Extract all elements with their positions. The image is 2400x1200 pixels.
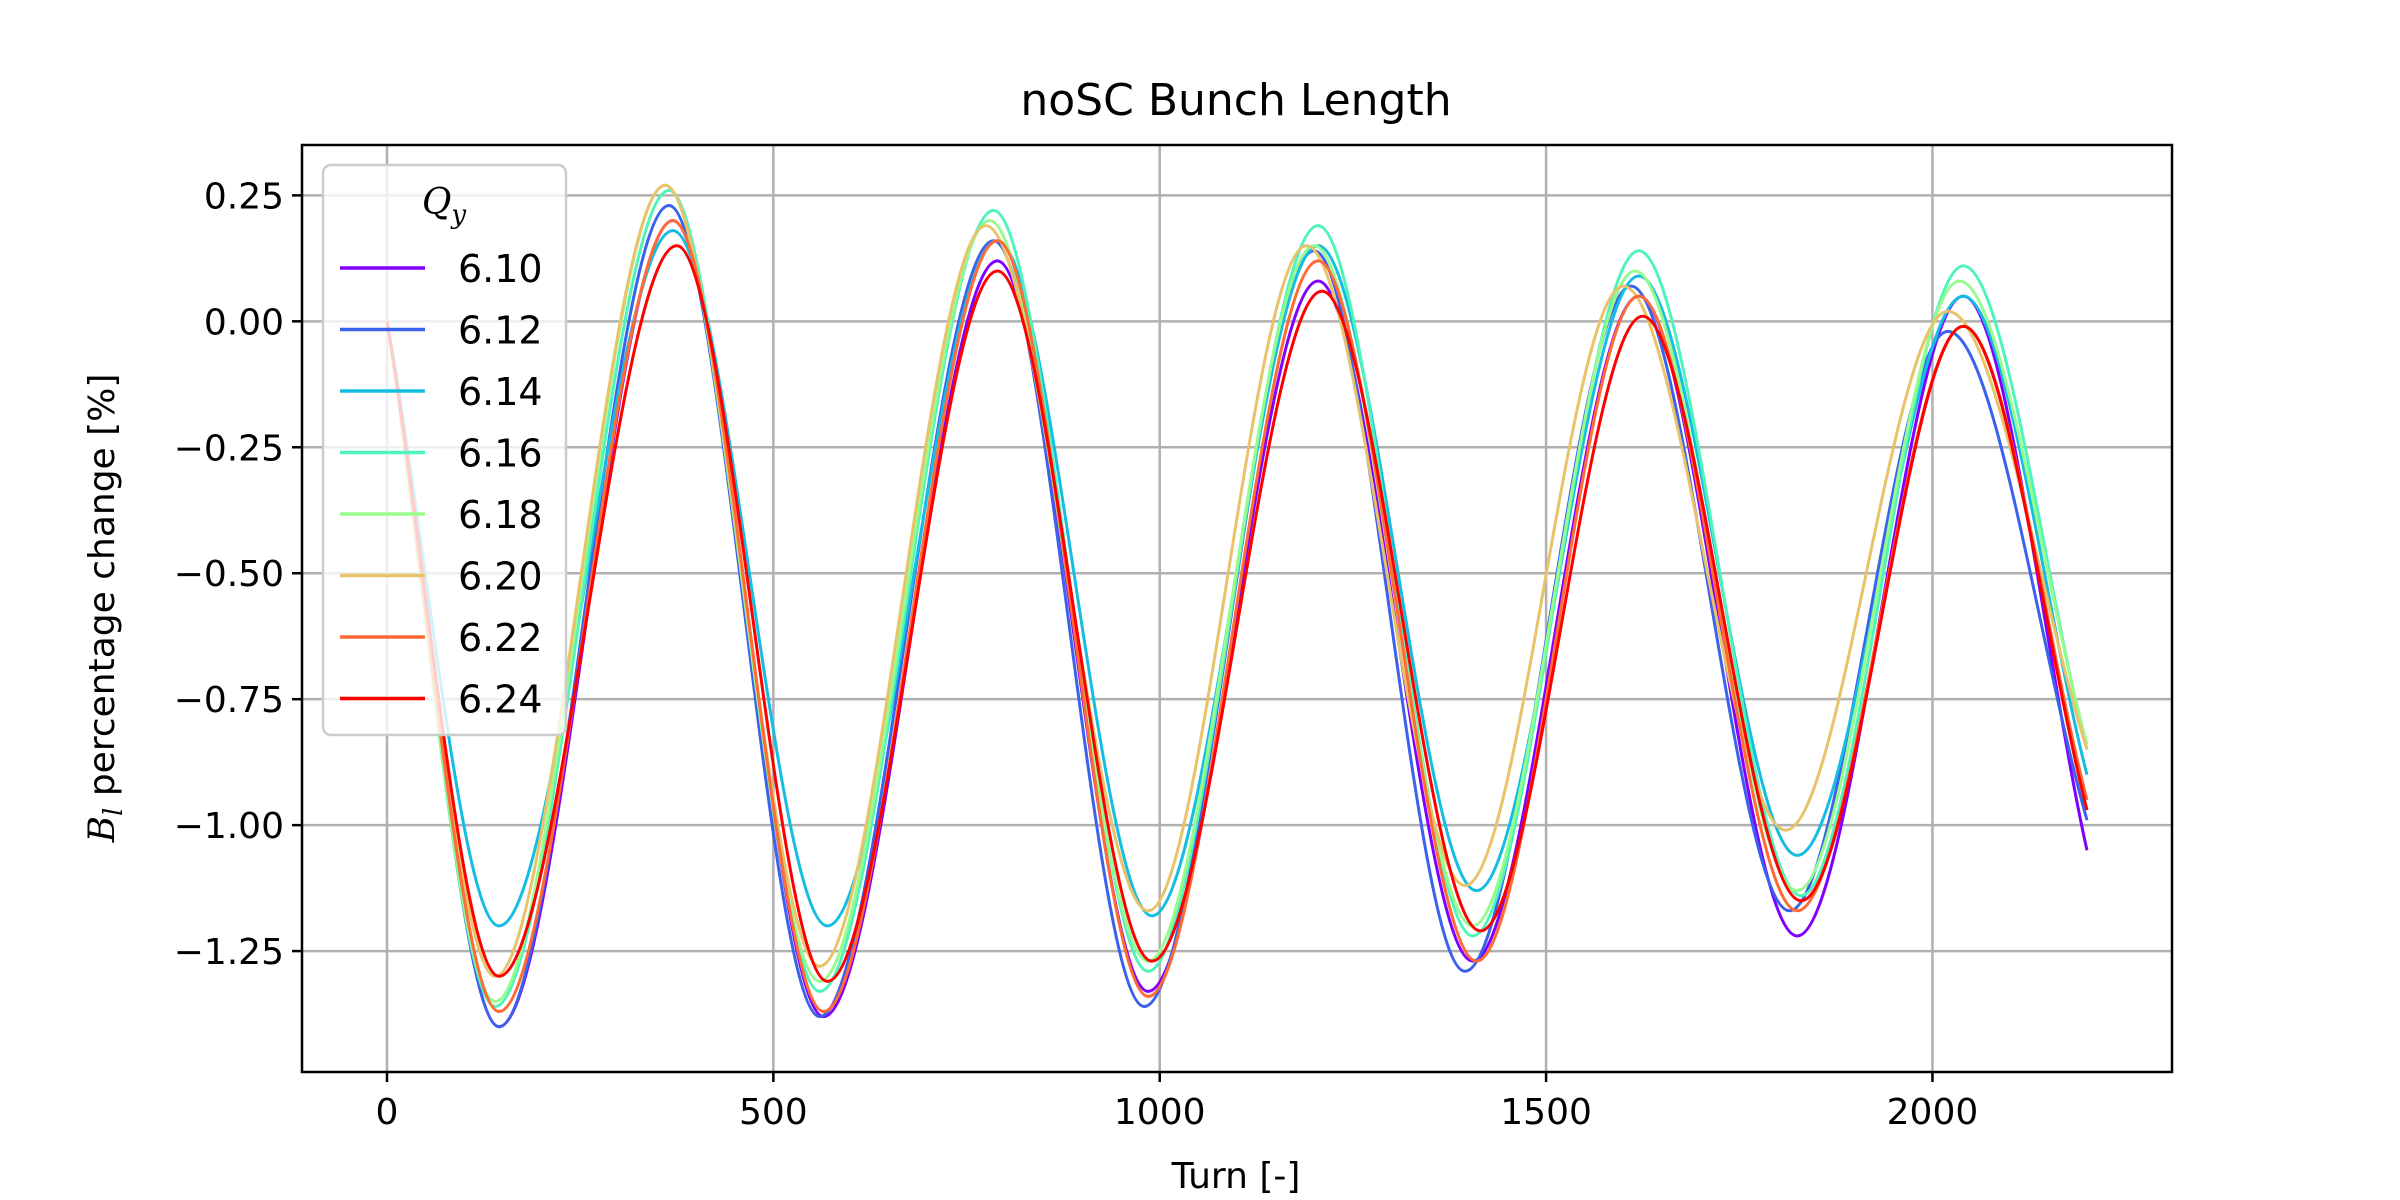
y-axis-label-text: percentage change [%] bbox=[82, 374, 123, 808]
y-axis-label-symbol: B bbox=[82, 816, 123, 843]
legend-label: 6.12 bbox=[458, 309, 543, 353]
legend-label: 6.22 bbox=[458, 616, 543, 660]
y-tick-label: −0.25 bbox=[174, 428, 284, 469]
plot-frame bbox=[300, 143, 2174, 1074]
series-line-6-24 bbox=[385, 244, 2089, 983]
y-tick-label: −0.50 bbox=[174, 554, 284, 595]
y-tick-label: −0.75 bbox=[174, 680, 284, 721]
x-tick-label: 1500 bbox=[1500, 1092, 1592, 1133]
legend-label: 6.20 bbox=[458, 555, 543, 599]
y-tick-label: −1.25 bbox=[174, 932, 284, 973]
legend-frame bbox=[321, 163, 568, 737]
y-axis-label-subscript: l bbox=[99, 808, 129, 816]
series-group bbox=[385, 183, 2089, 1029]
y-axis-label: Bl percentage change [%] bbox=[82, 374, 129, 844]
legend-label: 6.16 bbox=[458, 432, 543, 476]
legend-title-symbol: Q bbox=[422, 182, 452, 223]
y-tick-label: 0.25 bbox=[204, 176, 284, 217]
series-line-6-20 bbox=[385, 183, 2089, 978]
series-line-6-16 bbox=[385, 188, 2089, 1009]
legend-label: 6.10 bbox=[458, 247, 543, 291]
x-tick-label: 2000 bbox=[1887, 1092, 1979, 1133]
y-tick-label: 0.00 bbox=[204, 302, 284, 343]
chart-title: noSC Bunch Length bbox=[1020, 75, 1451, 126]
legend: Qy 6.10 6.12 6.14 6.16 6.18 6.20 6.22 6.24 bbox=[321, 163, 568, 737]
x-tick-label: 0 bbox=[376, 1092, 399, 1133]
x-axis-label: Turn [-] bbox=[1171, 1156, 1301, 1197]
y-axis-ticks: 0.25 0.00 −0.25 −0.50 −0.75 −1.00 −1.25 bbox=[174, 176, 302, 973]
x-tick-label: 500 bbox=[739, 1092, 808, 1133]
series-line-6-12 bbox=[385, 203, 2089, 1029]
x-tick-label: 1000 bbox=[1114, 1092, 1206, 1133]
x-axis-ticks: 0 500 1000 1500 2000 bbox=[376, 1072, 1979, 1133]
legend-items: 6.10 6.12 6.14 6.16 6.18 6.20 6.22 6.24 bbox=[340, 247, 543, 722]
legend-title: Qy bbox=[422, 182, 467, 230]
y-tick-label: −1.00 bbox=[174, 806, 284, 847]
legend-label: 6.24 bbox=[458, 678, 543, 722]
legend-label: 6.14 bbox=[458, 370, 543, 414]
legend-label: 6.18 bbox=[458, 493, 543, 537]
legend-title-subscript: y bbox=[450, 200, 466, 230]
series-line-6-22 bbox=[385, 219, 2089, 1014]
